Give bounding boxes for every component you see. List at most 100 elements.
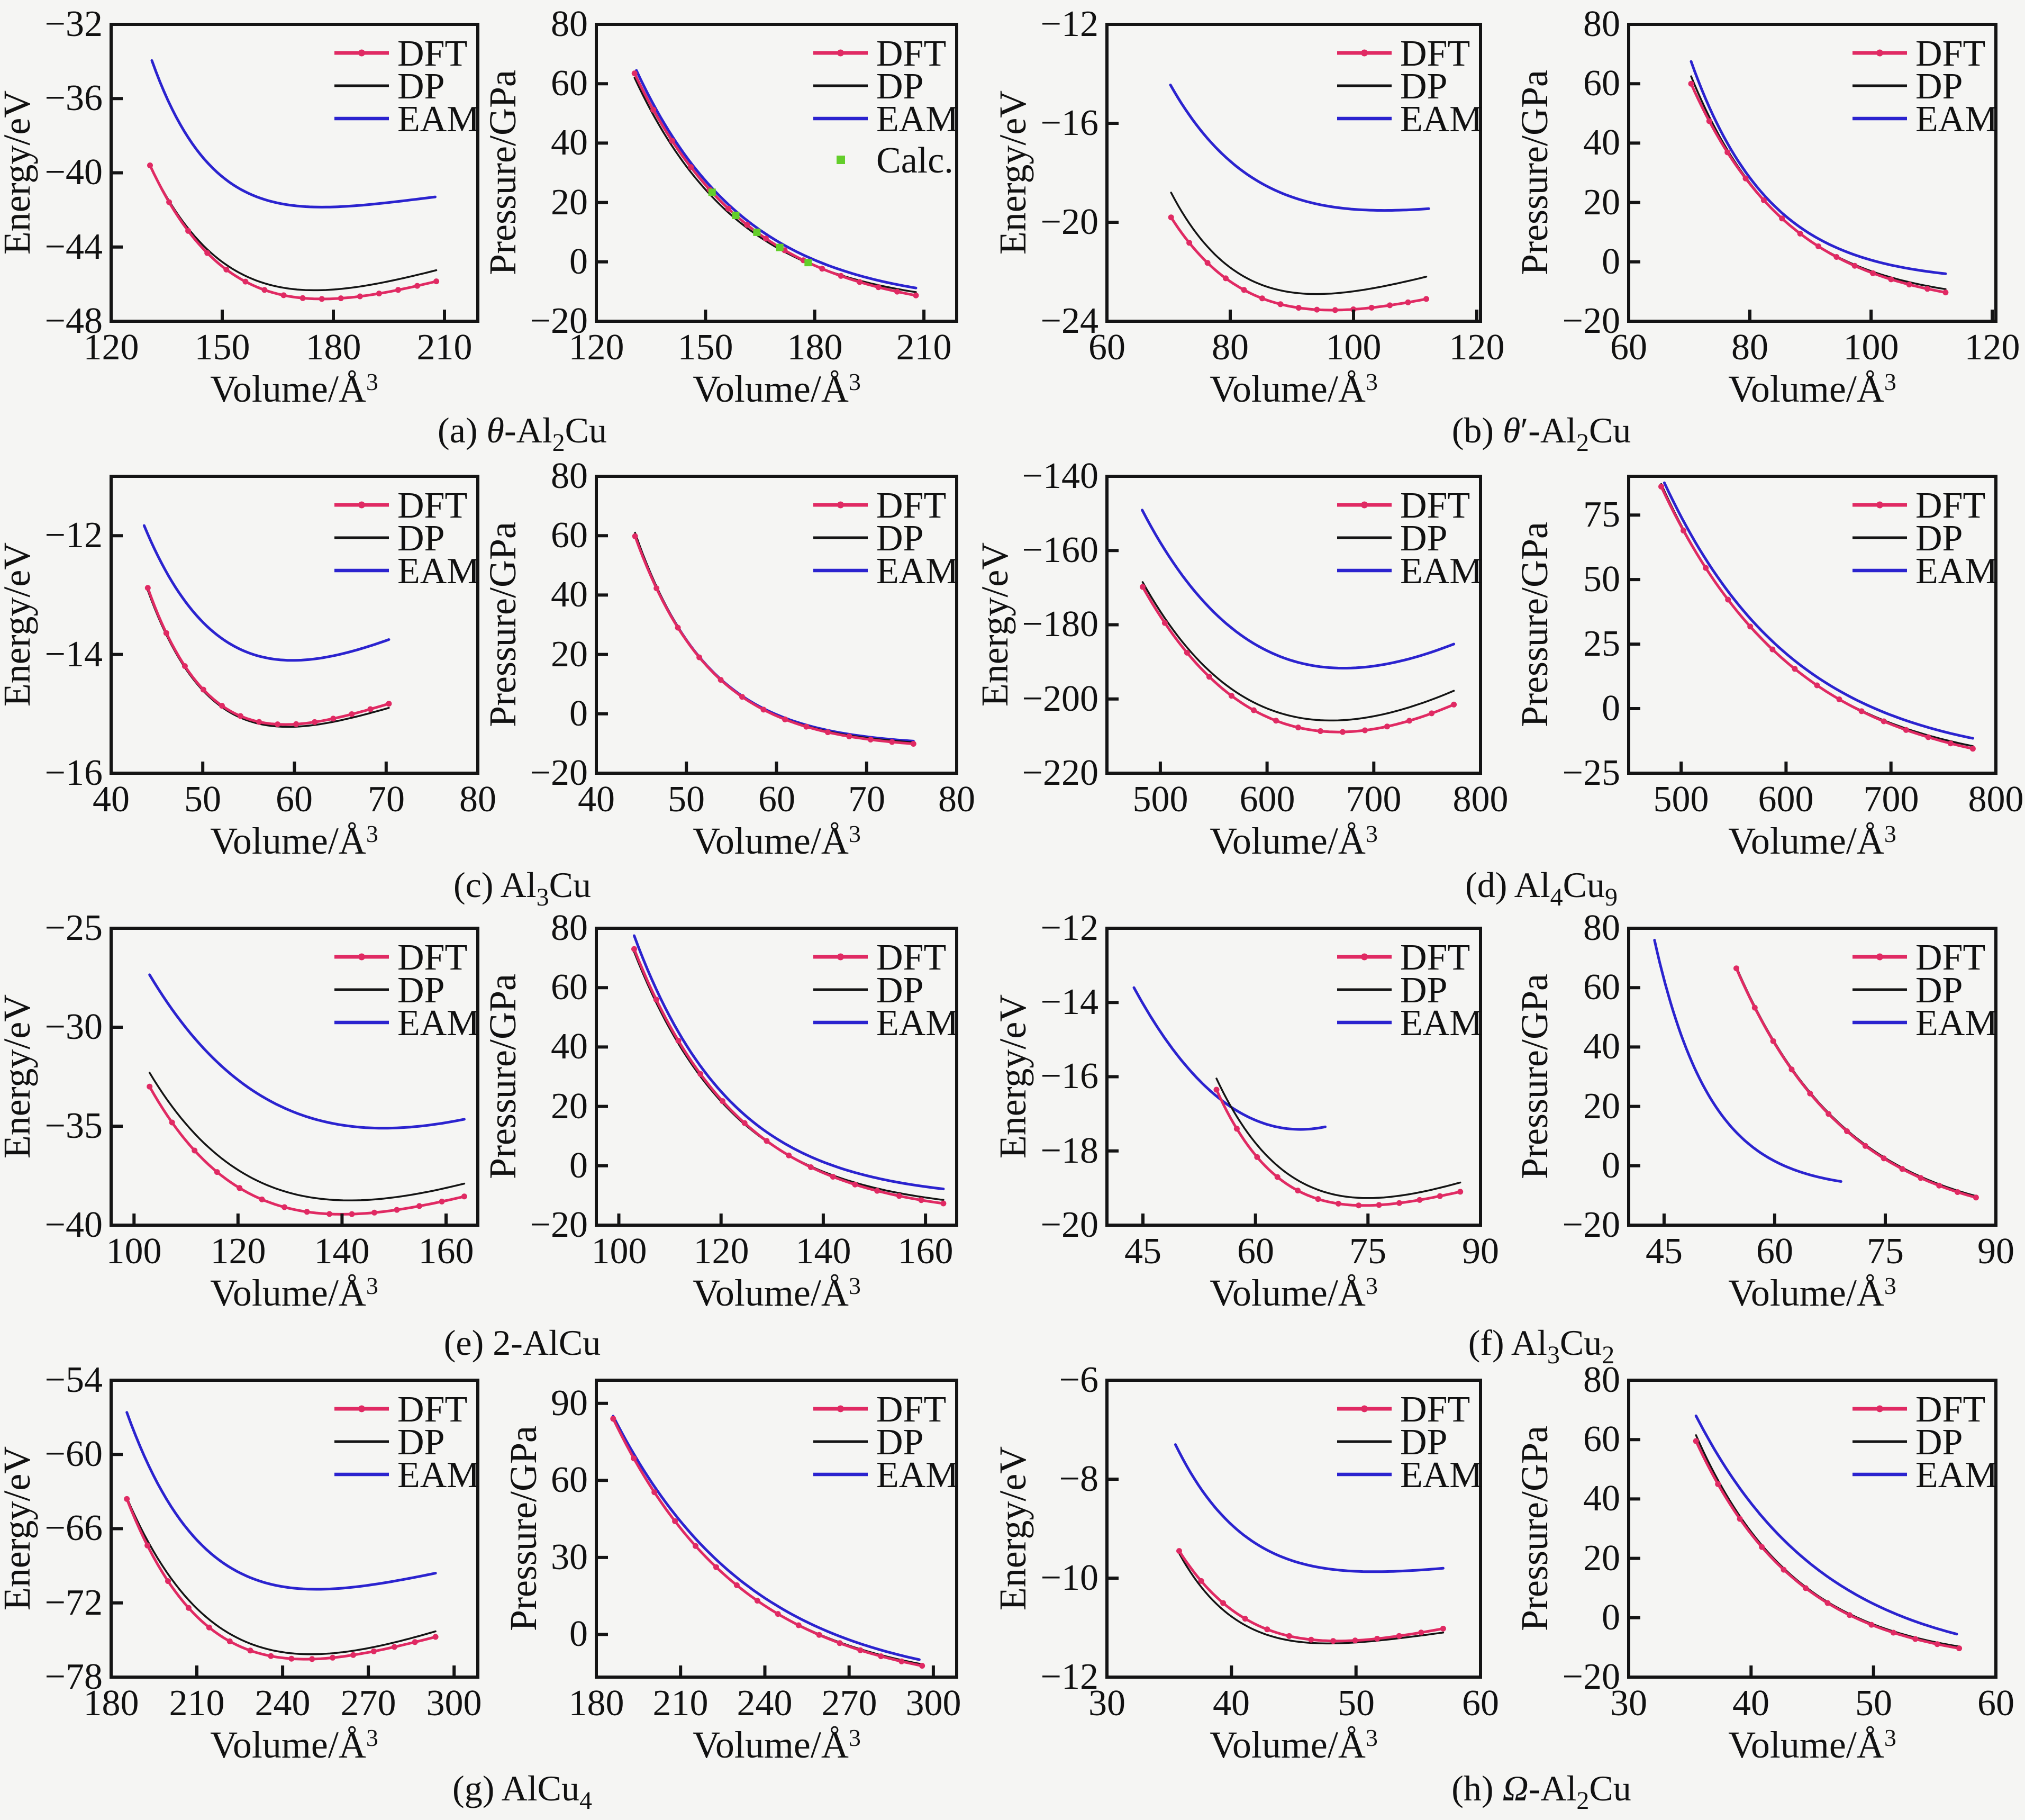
svg-text:−24: −24	[1041, 301, 1098, 341]
svg-text:(h) Ω-Al2Cu: (h) Ω-Al2Cu	[1451, 1768, 1631, 1815]
svg-text:EAM: EAM	[1915, 1003, 1998, 1044]
svg-text:DFT: DFT	[397, 33, 467, 74]
svg-text:Energy/eV: Energy/eV	[0, 90, 38, 255]
svg-text:50: 50	[1583, 559, 1620, 600]
svg-text:60: 60	[1583, 967, 1620, 1008]
svg-text:Volume/Å3: Volume/Å3	[1728, 1272, 1896, 1314]
svg-text:240: 240	[737, 1683, 793, 1724]
svg-text:Volume/Å3: Volume/Å3	[1210, 368, 1378, 410]
svg-text:60: 60	[1583, 63, 1620, 104]
svg-text:Pressure/GPa: Pressure/GPa	[1513, 974, 1556, 1179]
svg-text:−20: −20	[1041, 1205, 1098, 1245]
svg-text:DFT: DFT	[1915, 33, 1985, 74]
svg-text:EAM: EAM	[876, 1003, 959, 1044]
svg-text:EAM: EAM	[876, 99, 959, 140]
svg-text:DFT: DFT	[397, 937, 467, 978]
svg-text:−20: −20	[530, 1205, 588, 1245]
svg-text:210: 210	[169, 1683, 225, 1724]
svg-text:40: 40	[551, 574, 588, 615]
svg-text:80: 80	[1731, 327, 1768, 368]
svg-text:100: 100	[1326, 327, 1382, 368]
svg-text:120: 120	[211, 1231, 266, 1272]
svg-text:40: 40	[1583, 122, 1620, 163]
svg-text:600: 600	[1758, 779, 1814, 820]
svg-text:100: 100	[1844, 327, 1899, 368]
svg-text:(e) 2-AlCu: (e) 2-AlCu	[444, 1323, 601, 1363]
svg-text:240: 240	[255, 1683, 311, 1724]
svg-text:−44: −44	[45, 227, 103, 267]
svg-text:50: 50	[184, 779, 221, 820]
svg-text:100: 100	[106, 1231, 162, 1272]
svg-text:40: 40	[578, 779, 615, 820]
svg-text:Volume/Å3: Volume/Å3	[1728, 820, 1896, 862]
svg-text:Calc.: Calc.	[876, 140, 954, 181]
svg-text:DP: DP	[397, 518, 444, 559]
svg-text:210: 210	[417, 327, 473, 368]
svg-text:270: 270	[822, 1683, 877, 1724]
svg-text:0: 0	[1602, 241, 1620, 282]
svg-text:45: 45	[1124, 1231, 1161, 1272]
svg-text:50: 50	[1855, 1683, 1892, 1724]
svg-text:DFT: DFT	[876, 33, 946, 74]
svg-text:−10: −10	[1041, 1558, 1098, 1598]
svg-text:80: 80	[551, 4, 588, 44]
svg-text:80: 80	[1583, 908, 1620, 948]
svg-text:Pressure/GPa: Pressure/GPa	[1513, 1426, 1556, 1631]
svg-text:DFT: DFT	[1400, 33, 1470, 74]
svg-text:EAM: EAM	[1400, 551, 1483, 592]
svg-text:300: 300	[426, 1683, 482, 1724]
svg-text:0: 0	[569, 1145, 588, 1186]
svg-text:Volume/Å3: Volume/Å3	[1728, 1724, 1896, 1766]
svg-text:Pressure/GPa: Pressure/GPa	[1513, 70, 1556, 275]
svg-text:60: 60	[551, 967, 588, 1008]
svg-text:DFT: DFT	[876, 937, 946, 978]
svg-text:−36: −36	[45, 78, 103, 119]
svg-text:DP: DP	[1400, 518, 1447, 559]
svg-text:Volume/Å3: Volume/Å3	[693, 820, 861, 862]
svg-text:75: 75	[1349, 1231, 1386, 1272]
svg-text:−20: −20	[1563, 301, 1620, 341]
svg-text:DFT: DFT	[1915, 485, 1985, 526]
svg-text:Pressure/GPa: Pressure/GPa	[482, 522, 524, 727]
svg-text:160: 160	[419, 1231, 474, 1272]
svg-text:−40: −40	[45, 152, 103, 193]
svg-text:EAM: EAM	[876, 1455, 959, 1496]
svg-text:90: 90	[1977, 1231, 2014, 1272]
svg-text:−78: −78	[45, 1656, 103, 1697]
svg-text:(b) θ′-Al2Cu: (b) θ′-Al2Cu	[1452, 410, 1631, 457]
svg-text:−12: −12	[1041, 4, 1098, 44]
svg-text:80: 80	[1212, 327, 1249, 368]
svg-text:−40: −40	[45, 1205, 103, 1245]
svg-text:Volume/Å3: Volume/Å3	[210, 820, 378, 862]
svg-text:DP: DP	[1915, 970, 1963, 1011]
svg-text:EAM: EAM	[1400, 1003, 1483, 1044]
svg-text:Energy/eV: Energy/eV	[0, 542, 38, 707]
svg-text:0: 0	[569, 241, 588, 282]
svg-text:70: 70	[848, 779, 885, 820]
svg-text:0: 0	[1602, 1597, 1620, 1638]
svg-text:DP: DP	[1400, 66, 1447, 107]
svg-text:50: 50	[1338, 1683, 1375, 1724]
svg-text:DP: DP	[876, 970, 923, 1011]
svg-text:40: 40	[551, 1026, 588, 1067]
svg-text:Pressure/GPa: Pressure/GPa	[502, 1426, 544, 1631]
svg-text:EAM: EAM	[397, 1455, 480, 1496]
svg-text:25: 25	[1583, 623, 1620, 664]
svg-text:−18: −18	[1041, 1130, 1098, 1171]
svg-text:−25: −25	[1563, 753, 1620, 793]
svg-text:90: 90	[1462, 1231, 1499, 1272]
svg-text:−180: −180	[1022, 604, 1098, 645]
svg-text:DFT: DFT	[397, 1389, 467, 1430]
svg-text:60: 60	[758, 779, 795, 820]
svg-text:20: 20	[551, 1086, 588, 1127]
svg-text:80: 80	[938, 779, 975, 820]
svg-text:−20: −20	[1563, 1656, 1620, 1697]
svg-text:(a) θ-Al2Cu: (a) θ-Al2Cu	[438, 410, 607, 457]
svg-text:Volume/Å3: Volume/Å3	[1210, 1724, 1378, 1766]
svg-text:DP: DP	[397, 1422, 444, 1463]
svg-text:500: 500	[1654, 779, 1709, 820]
svg-text:−12: −12	[1041, 908, 1098, 948]
svg-text:Energy/eV: Energy/eV	[992, 1446, 1034, 1611]
svg-text:DP: DP	[876, 518, 923, 559]
svg-text:75: 75	[1583, 494, 1620, 535]
